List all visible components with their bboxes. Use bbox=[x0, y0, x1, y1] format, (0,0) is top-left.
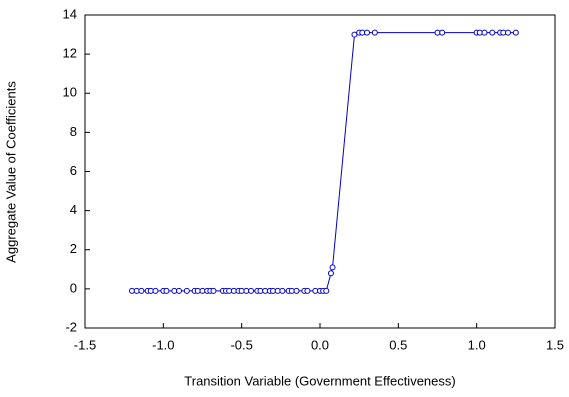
y-tick-label: 14 bbox=[63, 6, 77, 21]
y-tick-label: 8 bbox=[70, 124, 77, 139]
x-tick-label: 0.5 bbox=[389, 337, 407, 352]
point-marker bbox=[329, 264, 336, 271]
x-axis-label: Transition Variable (Government Effectiv… bbox=[184, 373, 455, 388]
x-tick-label: 0.0 bbox=[311, 337, 329, 352]
point-marker bbox=[512, 29, 519, 36]
point-marker bbox=[152, 287, 159, 294]
point-marker bbox=[327, 270, 334, 277]
y-tick-label: 6 bbox=[70, 163, 77, 178]
x-tick-label: 1.0 bbox=[468, 337, 486, 352]
y-tick-label: 4 bbox=[70, 202, 77, 217]
point-marker bbox=[481, 29, 488, 36]
y-tick-label: 0 bbox=[70, 280, 77, 295]
point-marker bbox=[176, 287, 182, 294]
plot-frame bbox=[84, 14, 556, 329]
point-marker bbox=[248, 287, 255, 294]
x-tick-label: -1.0 bbox=[152, 337, 174, 352]
point-marker bbox=[371, 29, 378, 36]
point-marker bbox=[505, 29, 511, 36]
x-tick-label: -1.5 bbox=[74, 337, 96, 352]
point-marker bbox=[293, 287, 300, 294]
y-tick-label: 2 bbox=[70, 241, 77, 256]
y-tick-label: 12 bbox=[63, 46, 77, 61]
point-marker bbox=[138, 287, 145, 294]
point-marker bbox=[279, 287, 286, 294]
point-marker bbox=[163, 287, 170, 294]
point-marker bbox=[489, 29, 496, 36]
point-marker bbox=[323, 287, 330, 294]
point-marker bbox=[439, 29, 446, 36]
x-tick-label: 1.5 bbox=[546, 337, 564, 352]
series-line bbox=[132, 32, 516, 292]
x-tick-label: -0.5 bbox=[230, 337, 252, 352]
y-tick-label: 10 bbox=[63, 85, 77, 100]
point-marker bbox=[210, 287, 217, 294]
y-tick-label: -2 bbox=[65, 319, 77, 334]
point-marker bbox=[183, 287, 190, 294]
point-marker bbox=[304, 287, 311, 294]
point-marker bbox=[364, 29, 370, 36]
y-axis-label: Aggregate Value of Coefficients bbox=[3, 81, 18, 263]
